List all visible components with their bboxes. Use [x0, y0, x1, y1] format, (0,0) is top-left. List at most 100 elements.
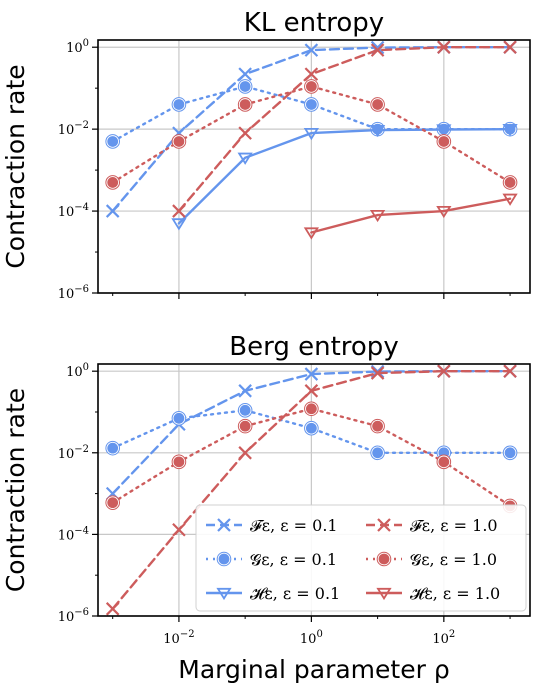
legend-marker — [377, 518, 391, 532]
legend: 𝓕ε, ε = 0.1 𝓕ε, ε = 1.0 𝓖ε, ε = 0.1 𝓖ε, ε =… — [195, 504, 527, 612]
data-point — [105, 602, 120, 616]
data-point — [172, 522, 186, 537]
y-tick-label: 100 — [66, 38, 89, 56]
data-point — [106, 175, 120, 190]
series-blue-o — [105, 402, 518, 461]
legend-entry: 𝓖ε, ε = 0.1 — [206, 550, 337, 569]
chart-title: Berg entropy — [229, 332, 398, 362]
data-point — [371, 419, 385, 433]
data-point — [238, 126, 252, 140]
x-tick-label: 102 — [432, 629, 455, 647]
data-point-ring — [171, 454, 187, 470]
legend-marker — [376, 587, 392, 601]
series-line — [177, 46, 512, 213]
series-line — [310, 197, 512, 234]
data-point-ring — [105, 175, 120, 190]
data-point — [369, 209, 386, 223]
data-point — [237, 152, 253, 165]
data-point-ring — [304, 420, 319, 436]
axes-frame — [97, 39, 531, 294]
series-blue-v — [171, 124, 518, 231]
legend-marker-ring — [216, 551, 232, 567]
x-tick-label: 100 — [300, 629, 323, 647]
y-tick-label: 10−2 — [58, 444, 89, 462]
data-point — [172, 134, 186, 149]
data-point — [304, 421, 318, 435]
legend-label: 𝓖ε, ε = 1.0 — [410, 550, 497, 569]
legend-entry: 𝓕ε, ε = 1.0 — [366, 516, 498, 535]
legend-entry: 𝓗ε, ε = 1.0 — [366, 584, 500, 603]
data-point — [105, 204, 120, 218]
data-point-ring — [171, 134, 187, 149]
data-point-ring — [105, 440, 120, 456]
data-point — [437, 455, 451, 469]
data-point — [503, 175, 517, 190]
data-point — [371, 446, 385, 460]
data-point — [171, 218, 187, 231]
data-point — [369, 124, 386, 138]
data-point — [303, 128, 320, 141]
data-point — [370, 366, 385, 380]
y-tick-label: 10−4 — [58, 525, 89, 543]
data-point-ring — [237, 402, 253, 418]
legend-marker — [216, 587, 232, 601]
y-tick-label: 10−4 — [58, 202, 89, 220]
y-axis-label: Contraction rate — [1, 64, 30, 268]
data-point-ring — [171, 97, 187, 112]
data-point-ring — [304, 79, 319, 94]
data-point — [437, 134, 451, 149]
series-red-x — [105, 364, 517, 616]
x-tick-label: 10−2 — [163, 629, 194, 647]
legend-marker-ring — [376, 551, 392, 567]
data-point — [238, 384, 252, 398]
data-point — [502, 193, 518, 206]
data-point-ring — [304, 401, 319, 417]
data-point — [238, 67, 252, 81]
data-point — [304, 43, 319, 57]
legend-entry: 𝓗ε, ε = 0.1 — [206, 584, 340, 603]
data-point — [371, 97, 385, 112]
data-point — [436, 124, 452, 137]
series-line — [177, 127, 512, 225]
data-point-ring — [370, 445, 385, 461]
legend-label: 𝓗ε, ε = 0.1 — [250, 584, 340, 603]
y-tick-label: 10−6 — [58, 284, 89, 302]
data-point — [303, 227, 320, 240]
y-tick-label: 10−6 — [58, 607, 89, 625]
data-point — [370, 43, 385, 57]
data-point — [304, 79, 318, 94]
data-point-ring — [502, 175, 518, 190]
data-point-ring — [237, 418, 253, 434]
chart-title: KL entropy — [244, 8, 384, 38]
data-point — [502, 124, 518, 137]
series-red-o — [105, 79, 518, 190]
legend-marker — [217, 552, 231, 566]
data-point-ring — [171, 411, 187, 426]
data-point — [238, 403, 252, 417]
data-point-ring — [304, 97, 319, 112]
data-point — [437, 364, 451, 378]
data-point — [106, 134, 120, 149]
data-point-ring — [436, 454, 452, 470]
data-point — [106, 441, 120, 455]
data-point-ring — [502, 445, 518, 461]
data-point — [304, 97, 318, 112]
y-axis-label: Contraction rate — [1, 388, 30, 592]
data-point — [437, 40, 451, 54]
data-point — [238, 79, 252, 94]
data-point — [172, 204, 186, 218]
data-point — [304, 67, 319, 81]
data-point — [503, 446, 517, 460]
legend-entry: 𝓕ε, ε = 0.1 — [206, 516, 338, 535]
data-point-ring — [105, 495, 120, 510]
data-point — [238, 419, 252, 433]
data-point-ring — [105, 134, 120, 149]
legend-label: 𝓗ε, ε = 1.0 — [410, 584, 500, 603]
data-point — [172, 411, 186, 425]
data-point-ring — [237, 97, 253, 112]
legend-marker — [217, 518, 231, 532]
data-point — [304, 367, 319, 381]
y-tick-label: 10−2 — [58, 120, 89, 138]
data-point-ring — [237, 79, 253, 94]
